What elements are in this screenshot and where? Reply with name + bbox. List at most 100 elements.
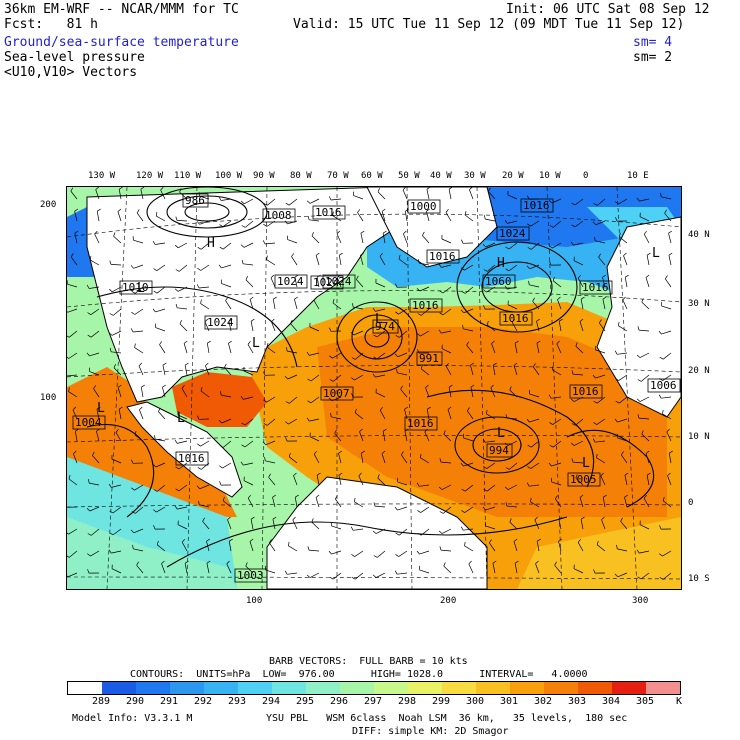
wind-barb	[68, 391, 78, 398]
wind-barb-flag	[395, 283, 398, 288]
wind-barb	[67, 374, 78, 377]
wind-barb-flag	[286, 347, 288, 352]
wind-barb	[221, 418, 232, 424]
wind-barb-flag	[439, 312, 444, 316]
colorbar-swatch	[646, 682, 680, 694]
model-info: Model Info: V3.3.1 M	[72, 713, 193, 724]
wind-barb-flag	[307, 546, 310, 551]
wind-barb-flag	[536, 340, 541, 344]
wind-barb-flag	[109, 347, 112, 352]
wind-barb-flag	[332, 211, 334, 216]
wind-barb-flag	[160, 187, 164, 191]
wind-barb	[199, 195, 210, 200]
wind-barb	[353, 306, 364, 310]
wind-barb	[354, 501, 364, 508]
wind-barb	[271, 321, 276, 332]
wind-barb-flag	[354, 497, 356, 502]
wind-barbs	[67, 187, 673, 580]
wind-barb-flag	[464, 211, 467, 216]
wind-barb-flag	[439, 511, 444, 514]
wind-barb-flag	[206, 560, 211, 564]
isobar-value: 1016	[407, 417, 434, 430]
wind-barb-flag	[570, 442, 575, 446]
wind-barb	[420, 528, 430, 536]
wind-barb	[463, 308, 474, 314]
wind-barb-flag	[373, 356, 378, 360]
wind-barb-flag	[329, 576, 334, 580]
wind-barb	[398, 528, 408, 536]
wind-barb	[155, 462, 166, 468]
wind-barb	[376, 352, 386, 360]
wind-barb-flag	[491, 340, 495, 344]
wind-barb-flag	[468, 560, 472, 565]
wind-barb-flag	[398, 255, 401, 260]
wind-barb	[639, 352, 650, 358]
wind-barb	[419, 550, 430, 555]
wind-barb	[617, 437, 628, 442]
wind-barb	[646, 255, 650, 266]
wind-barb	[117, 211, 122, 222]
wind-barb-flag	[224, 363, 227, 368]
wind-barb-flag	[205, 362, 209, 366]
wind-barb-flag	[659, 577, 664, 580]
wind-barb	[492, 365, 496, 376]
wind-barb	[485, 242, 496, 248]
wind-barb	[162, 387, 166, 398]
wind-barb	[221, 198, 232, 201]
wind-barb-flag	[558, 516, 563, 520]
wind-barb	[441, 264, 452, 268]
wind-barb	[272, 519, 276, 530]
wind-barb	[397, 506, 408, 511]
wind-barb	[464, 506, 474, 513]
wind-barb-flag	[179, 188, 182, 193]
wind-barb-flag	[417, 532, 422, 536]
wind-barb-flag	[593, 203, 598, 206]
isobar-value: 1024	[207, 316, 234, 329]
wind-barb-flag	[198, 500, 200, 505]
wind-barb	[579, 497, 584, 508]
wind-barb-flag	[641, 430, 644, 435]
wind-barb-flag	[153, 268, 157, 271]
wind-barb-flag	[196, 221, 200, 225]
isobar-value: 1008	[265, 209, 292, 222]
wind-barb-flag	[483, 488, 488, 492]
wind-barb	[639, 524, 650, 530]
wind-barb	[555, 498, 562, 508]
wind-barb	[134, 347, 144, 354]
wind-barb	[662, 413, 672, 420]
wind-barb	[110, 264, 122, 266]
wind-barb-flag	[616, 544, 618, 549]
wind-barb-flag	[469, 187, 473, 190]
isobar-value: 1005	[570, 473, 597, 486]
wind-barb	[136, 565, 144, 574]
wind-barb	[441, 348, 452, 354]
wind-barb-flag	[264, 456, 266, 461]
wind-barb	[573, 440, 584, 446]
wind-barb	[228, 343, 232, 354]
wind-barb-flag	[269, 539, 272, 543]
wind-barb-flag	[536, 318, 541, 322]
wind-barb-flag	[603, 494, 607, 498]
wind-barb-flag	[470, 384, 475, 388]
wind-barb	[156, 286, 166, 294]
wind-barb-flag	[329, 355, 333, 359]
isobar-label-box	[409, 298, 443, 313]
wind-barb-flag	[509, 386, 512, 391]
wind-barb-flag	[136, 561, 139, 566]
wind-barb	[244, 440, 254, 448]
colorbar-swatch	[272, 682, 306, 694]
wind-barb	[332, 352, 342, 359]
wind-barb	[601, 519, 606, 530]
colorbar-swatch	[374, 682, 408, 694]
wind-barb	[310, 396, 320, 404]
wind-barb-flag	[220, 391, 222, 396]
wind-barb-flag	[420, 364, 423, 369]
wind-barb	[309, 198, 320, 204]
wind-barb	[645, 453, 650, 464]
wind-barb	[486, 484, 496, 492]
isobar-value: 1004	[75, 416, 102, 429]
wind-barb	[200, 264, 210, 271]
wind-barb	[533, 366, 540, 376]
wind-barb	[577, 542, 584, 552]
wind-barb-flag	[526, 418, 530, 423]
